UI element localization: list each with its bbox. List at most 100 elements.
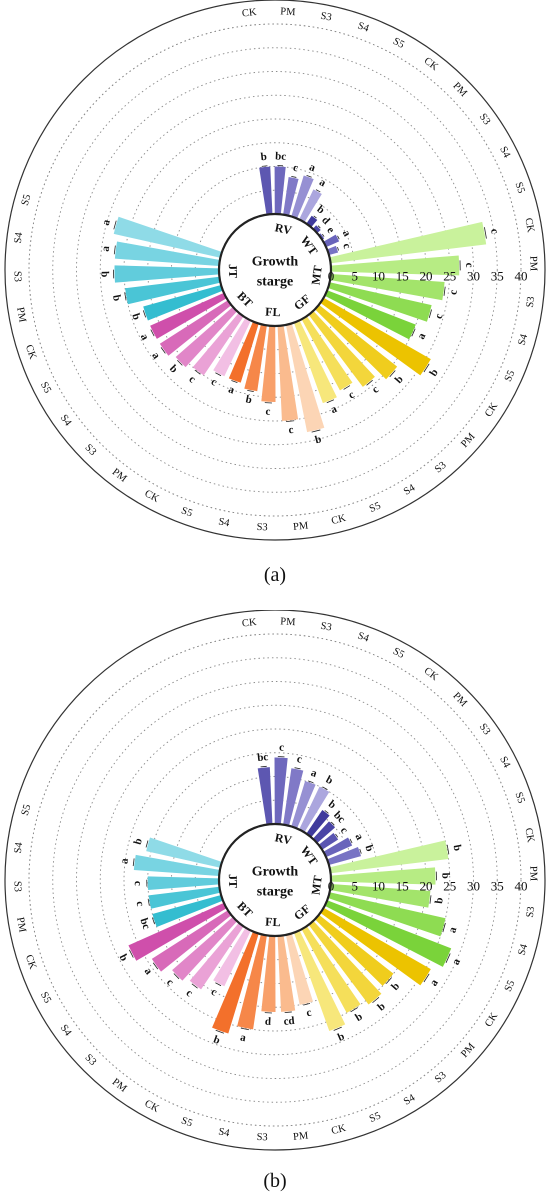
- error-bar: [215, 372, 222, 377]
- bar-JT-S5: [146, 837, 222, 868]
- treatment-label: S4: [217, 1126, 231, 1139]
- error-bar: [423, 363, 430, 373]
- error-bar: [284, 1011, 292, 1014]
- treatment-label: S3: [320, 11, 333, 24]
- stage-label-FL-inner: FL: [265, 915, 281, 930]
- bar-BT-CK: [213, 927, 251, 987]
- error-bar: [349, 838, 353, 844]
- significance-letter: b: [353, 1011, 364, 1024]
- bar-RV-S3: [283, 176, 299, 216]
- bar-JT-S4: [114, 241, 220, 267]
- treatment-label: PM: [110, 467, 129, 485]
- significance-letter: b: [167, 363, 180, 376]
- significance-letter: c: [346, 389, 357, 402]
- error-bar: [160, 347, 166, 354]
- significance-letter: b: [314, 433, 323, 446]
- treatment-label: S5: [368, 501, 382, 515]
- bar-FL-S3: [261, 935, 276, 1012]
- significance-letter: b: [129, 312, 142, 322]
- error-bar: [231, 380, 238, 384]
- significance-letter: c: [134, 900, 147, 907]
- panel-label-a: (a): [263, 564, 287, 586]
- radial-chart-a-svg: bCKbcPMcS3aS4aS5RVbCKdPMeS3aS4cS5WTcCKcP…: [4, 0, 546, 541]
- stage-label-JT-inner: JT: [226, 874, 240, 888]
- treatment-label: PM: [293, 520, 310, 533]
- error-bar: [194, 369, 201, 375]
- bar-MT-S3: [330, 273, 445, 301]
- error-bar: [307, 780, 314, 784]
- radial-tick-label: 5: [352, 879, 359, 894]
- significance-letter: b: [117, 952, 130, 963]
- treatment-label: S5: [38, 380, 53, 395]
- significance-letter: d: [265, 1016, 272, 1028]
- treatment-label: S4: [58, 413, 74, 429]
- bar-BT-PM: [189, 922, 244, 990]
- significance-letter: c: [447, 289, 460, 295]
- significance-letter: a: [142, 965, 155, 977]
- radial-tick-label: 0: [328, 879, 335, 894]
- radial-tick-label: 15: [396, 269, 409, 284]
- bar-MT-S5: [324, 900, 452, 967]
- bar-JT-CK: [152, 894, 223, 927]
- center-label: Growth: [252, 255, 299, 270]
- treatment-label: S3: [256, 522, 268, 534]
- bar-MT-PM: [330, 255, 460, 276]
- significance-letter: b: [245, 393, 253, 406]
- treatment-label: S4: [517, 332, 531, 346]
- error-bar: [113, 245, 116, 255]
- significance-letter: b: [212, 1034, 222, 1047]
- treatment-label: PM: [280, 616, 296, 628]
- significance-letter: a: [352, 832, 365, 843]
- error-bar: [306, 175, 312, 178]
- bar-WT-S4: [323, 234, 340, 248]
- treatment-label: S4: [517, 942, 531, 956]
- bar-FL-CK: [285, 933, 313, 1005]
- significance-letter: b: [389, 980, 402, 993]
- treatment-label: CK: [422, 56, 441, 74]
- stage-label-FL-inner: FL: [265, 305, 281, 320]
- bar-FL-PM: [277, 935, 296, 1012]
- significance-letter: e: [324, 225, 337, 236]
- bar-BT-S4: [151, 910, 232, 972]
- error-bar: [191, 983, 198, 989]
- panel-label-b: (b): [263, 1170, 287, 1192]
- error-bar: [315, 189, 321, 193]
- error-bar: [335, 833, 339, 838]
- error-bar: [147, 898, 150, 906]
- significance-letter: bc: [331, 809, 347, 825]
- bar-JT-PM: [125, 276, 221, 305]
- significance-letter: c: [340, 242, 353, 251]
- error-bar: [372, 997, 380, 1004]
- bar-JT-CK: [143, 284, 223, 321]
- treatment-label: S5: [391, 646, 406, 661]
- error-bar: [337, 247, 339, 251]
- error-bar: [215, 1029, 225, 1034]
- treatment-label: CK: [483, 401, 500, 420]
- treatment-label: PM: [450, 81, 469, 100]
- error-bar: [173, 973, 180, 980]
- error-bar: [150, 329, 155, 337]
- bar-FL-S5: [228, 321, 259, 383]
- bar-RV-S4: [291, 175, 314, 219]
- radial-tick-label: 10: [372, 269, 385, 284]
- radial-tick-label: 35: [491, 879, 504, 894]
- bar-MT-CK: [329, 221, 487, 264]
- treatment-label: CK: [522, 217, 535, 234]
- significance-letter: b: [315, 203, 327, 216]
- significance-letter: a: [428, 977, 441, 989]
- error-bar: [145, 840, 149, 848]
- significance-letter: b: [451, 844, 464, 852]
- error-bar: [443, 286, 446, 296]
- error-bar: [350, 1007, 358, 1013]
- label-ring: [28, 23, 522, 517]
- significance-letter: c: [463, 263, 475, 268]
- error-bar: [385, 977, 392, 984]
- bar-FL-CK: [285, 323, 325, 433]
- treatment-label: S4: [217, 516, 231, 529]
- error-bar: [445, 953, 451, 963]
- center-label: Growth: [252, 865, 299, 880]
- treatment-label: CK: [242, 617, 258, 629]
- treatment-label: S3: [11, 881, 22, 892]
- bar-BT-S3: [175, 306, 238, 368]
- error-bar: [333, 1026, 342, 1031]
